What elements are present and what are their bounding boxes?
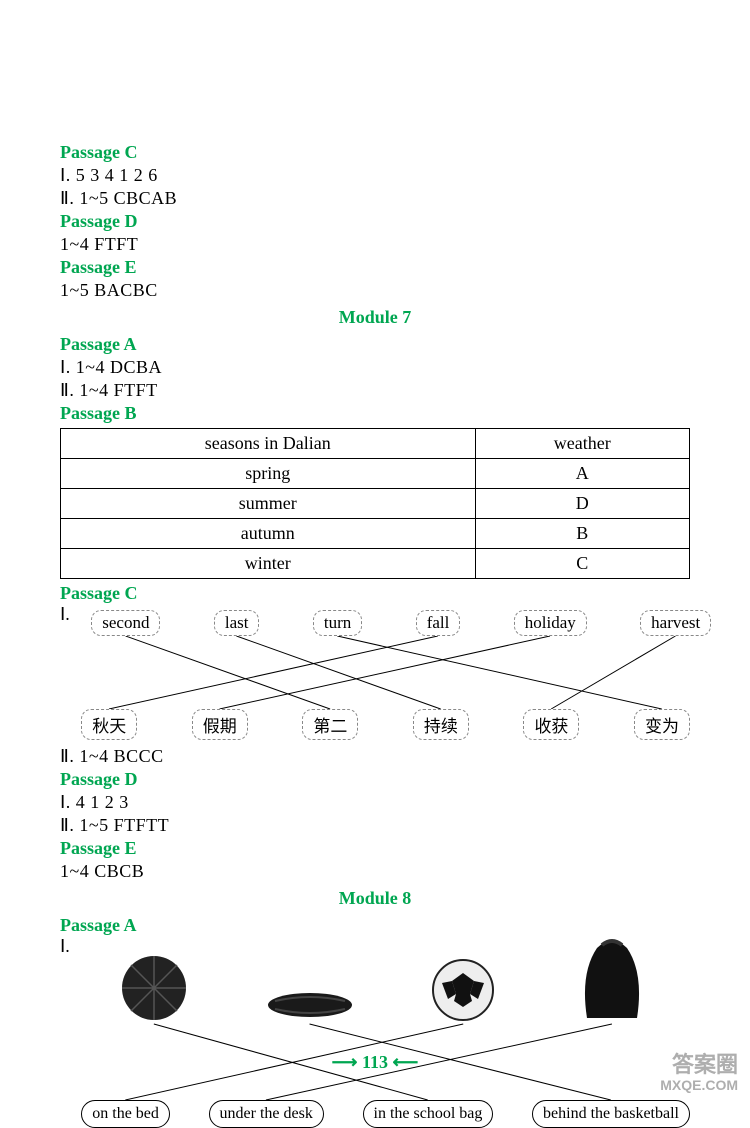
table-row: spring A — [61, 459, 690, 489]
passage-c-line2: Ⅱ. 1~5 CBCAB — [60, 188, 690, 209]
m7-passage-b-label: Passage B — [60, 403, 690, 424]
passage-e-line1: 1~5 BACBC — [60, 280, 690, 301]
table-row: autumn B — [61, 519, 690, 549]
vocab-en-0: second — [91, 610, 160, 636]
seasons-table: seasons in Dalian weather spring A summe… — [60, 428, 690, 579]
m7-passage-c-label: Passage C — [60, 583, 690, 604]
image-match-diagram: on the bed under the desk in the school ba… — [81, 938, 690, 1128]
table-header-weather: weather — [475, 429, 689, 459]
basketball-icon — [119, 953, 189, 1028]
cell-spring-ans: A — [475, 459, 689, 489]
vocab-zh-5: 变为 — [634, 709, 690, 740]
m8-pa-roman: Ⅰ. — [60, 936, 81, 957]
cell-spring: spring — [61, 459, 476, 489]
passage-c-line1: Ⅰ. 5 3 4 1 2 6 — [60, 165, 690, 186]
cell-autumn-ans: B — [475, 519, 689, 549]
table-row: seasons in Dalian weather — [61, 429, 690, 459]
m7-pa-line1: Ⅰ. 1~4 DCBA — [60, 357, 690, 378]
vocab-zh-2: 第二 — [302, 709, 358, 740]
m7-passage-a-label: Passage A — [60, 334, 690, 355]
cell-summer: summer — [61, 489, 476, 519]
table-row: winter C — [61, 549, 690, 579]
module-7-title: Module 7 — [60, 307, 690, 328]
vocab-en-5: harvest — [640, 610, 711, 636]
page-number: 113 — [362, 1052, 388, 1072]
watermark-line2: MXQE.COM — [660, 1078, 738, 1093]
m7-pc-roman: Ⅰ. — [60, 604, 81, 625]
location-label-0: on the bed — [81, 1100, 170, 1128]
vocab-en-3: fall — [416, 610, 461, 636]
page-footer: ⟶ 113 ⟵ — [0, 1052, 750, 1073]
passage-d-label: Passage D — [60, 211, 690, 232]
m7-passage-d-label: Passage D — [60, 769, 690, 790]
passage-e-label: Passage E — [60, 257, 690, 278]
table-header-seasons: seasons in Dalian — [61, 429, 476, 459]
vocab-zh-3: 持续 — [413, 709, 469, 740]
vocab-zh-4: 收获 — [523, 709, 579, 740]
footer-deco-right: ⟵ — [393, 1052, 419, 1072]
location-label-3: behind the basketball — [532, 1100, 690, 1128]
table-row: summer D — [61, 489, 690, 519]
vocab-en-2: turn — [313, 610, 362, 636]
vocab-match-diagram: secondlastturnfallholidayharvest 秋天假期第二持… — [81, 610, 690, 740]
m7-pa-line2: Ⅱ. 1~4 FTFT — [60, 380, 690, 401]
m7-pc-line2: Ⅱ. 1~4 BCCC — [60, 746, 690, 767]
scarf-icon — [265, 987, 355, 1028]
location-label-2: in the school bag — [363, 1100, 494, 1128]
m7-pd-line1: Ⅰ. 4 1 2 3 — [60, 792, 690, 813]
watermark-line1: 答案圈 — [660, 1053, 738, 1077]
cell-autumn: autumn — [61, 519, 476, 549]
bag-icon — [572, 933, 652, 1028]
vocab-zh-0: 秋天 — [81, 709, 137, 740]
m7-passage-e-label: Passage E — [60, 838, 690, 859]
cell-winter-ans: C — [475, 549, 689, 579]
watermark: 答案圈 MXQE.COM — [660, 1053, 738, 1093]
vocab-en-4: holiday — [514, 610, 587, 636]
cell-winter: winter — [61, 549, 476, 579]
passage-c-label: Passage C — [60, 142, 690, 163]
cell-summer-ans: D — [475, 489, 689, 519]
m7-pd-line2: Ⅱ. 1~5 FTFTT — [60, 815, 690, 836]
location-label-1: under the desk — [209, 1100, 324, 1128]
passage-d-line1: 1~4 FTFT — [60, 234, 690, 255]
m7-pe-line1: 1~4 CBCB — [60, 861, 690, 882]
vocab-zh-1: 假期 — [192, 709, 248, 740]
module-8-title: Module 8 — [60, 888, 690, 909]
football-icon — [430, 957, 496, 1028]
footer-deco-left: ⟶ — [332, 1052, 358, 1072]
vocab-en-1: last — [214, 610, 260, 636]
